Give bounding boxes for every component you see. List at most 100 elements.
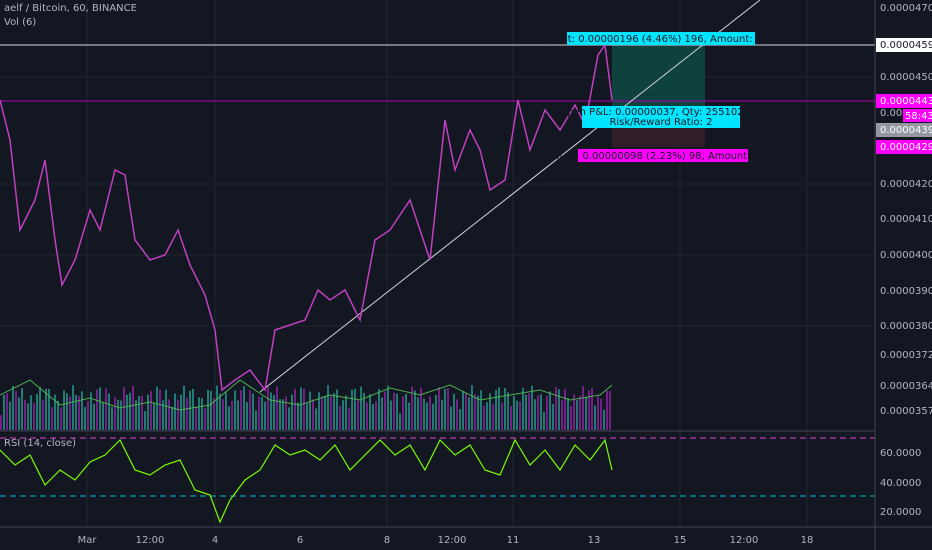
time-label: 12:00 bbox=[136, 535, 165, 546]
volume-bar bbox=[177, 399, 179, 430]
volume-bar bbox=[483, 405, 485, 430]
volume-bar bbox=[543, 411, 545, 430]
volume-bar bbox=[327, 385, 329, 430]
volume-bar bbox=[189, 390, 191, 430]
volume-bar bbox=[216, 385, 218, 430]
volume-bar bbox=[279, 399, 281, 430]
volume-bar bbox=[468, 397, 470, 430]
volume-bar bbox=[597, 396, 599, 430]
volume-bar bbox=[399, 413, 401, 430]
volume-bar bbox=[330, 395, 332, 430]
volume-bar bbox=[339, 406, 341, 430]
pl-label: Open P&L: 0.00000037, Qty: 255102040 bbox=[559, 107, 762, 118]
volume-bar bbox=[561, 400, 563, 430]
volume-bar bbox=[42, 400, 44, 430]
volume-bar bbox=[231, 400, 233, 430]
volume-bar bbox=[198, 397, 200, 430]
volume-bar bbox=[75, 394, 77, 430]
volume-bar bbox=[351, 389, 353, 430]
volume-bar bbox=[264, 401, 266, 430]
volume-bar bbox=[549, 391, 551, 430]
volume-bar bbox=[435, 395, 437, 430]
volume-bar bbox=[234, 390, 236, 430]
volume-bar bbox=[528, 393, 530, 430]
volume-bar bbox=[285, 396, 287, 430]
volume-bar bbox=[465, 393, 467, 430]
volume-bar bbox=[486, 402, 488, 430]
ratio-label: Risk/Reward Ratio: 2 bbox=[609, 117, 712, 128]
volume-bar bbox=[360, 386, 362, 430]
time-label: 11 bbox=[507, 535, 520, 546]
volume-bar bbox=[18, 397, 20, 430]
time-label: 12:00 bbox=[730, 535, 759, 546]
countdown: 58:43 bbox=[905, 111, 932, 122]
volume-bar bbox=[132, 386, 134, 430]
volume-bar bbox=[606, 390, 608, 430]
price-label: 0.00004396 bbox=[880, 125, 932, 136]
volume-bar bbox=[9, 401, 11, 430]
volume-bar bbox=[579, 395, 581, 430]
volume-bar bbox=[405, 393, 407, 430]
volume-bar bbox=[168, 399, 170, 430]
volume-bar bbox=[108, 393, 110, 430]
rsi-axis-label: 40.0000 bbox=[880, 478, 921, 489]
volume-bar bbox=[534, 399, 536, 430]
volume-bar bbox=[183, 385, 185, 430]
volume-bar bbox=[219, 393, 221, 430]
volume-bar bbox=[432, 403, 434, 430]
volume-bar bbox=[12, 386, 14, 430]
volume-bar bbox=[324, 395, 326, 430]
volume-bars bbox=[0, 385, 611, 430]
volume-bar bbox=[495, 390, 497, 430]
volume-bar bbox=[96, 389, 98, 430]
volume-bar bbox=[258, 396, 260, 430]
volume-bar bbox=[165, 389, 167, 430]
volume-bar bbox=[480, 390, 482, 430]
volume-bar bbox=[138, 396, 140, 430]
time-label: 4 bbox=[212, 535, 218, 546]
volume-bar bbox=[222, 399, 224, 430]
volume-bar bbox=[147, 394, 149, 430]
volume-bar bbox=[39, 386, 41, 430]
volume-bar bbox=[423, 398, 425, 430]
pl-box bbox=[582, 106, 740, 128]
volume-bar bbox=[225, 392, 227, 430]
volume-bar bbox=[345, 395, 347, 430]
volume-bar bbox=[507, 392, 509, 430]
volume-bar bbox=[309, 391, 311, 430]
volume-bar bbox=[171, 406, 173, 430]
volume-bar bbox=[288, 407, 290, 430]
volume-bar bbox=[366, 402, 368, 430]
volume-bar bbox=[336, 389, 338, 430]
rsi-label: RSI (14, close) bbox=[4, 438, 76, 449]
volume-bar bbox=[240, 390, 242, 430]
volume-bar bbox=[0, 415, 2, 430]
volume-bar bbox=[555, 386, 557, 430]
volume-bar bbox=[135, 400, 137, 430]
volume-bar bbox=[126, 394, 128, 430]
volume-bar bbox=[357, 400, 359, 430]
volume-bar bbox=[192, 388, 194, 430]
price-tag bbox=[876, 123, 932, 137]
volume-bar bbox=[510, 406, 512, 430]
volume-bar bbox=[558, 389, 560, 430]
volume-bar bbox=[573, 394, 575, 430]
volume-bar bbox=[81, 391, 83, 430]
volume-bar bbox=[564, 388, 566, 430]
volume-bar bbox=[585, 397, 587, 430]
volume-bar bbox=[54, 394, 56, 430]
volume-bar bbox=[273, 394, 275, 430]
volume-bar bbox=[186, 397, 188, 430]
volume-bar bbox=[462, 391, 464, 430]
volume-label: Vol (6) bbox=[4, 17, 36, 28]
volume-average bbox=[0, 379, 613, 411]
volume-bar bbox=[150, 390, 152, 430]
time-label: 13 bbox=[588, 535, 601, 546]
volume-bar bbox=[63, 390, 65, 430]
volume-bar bbox=[525, 394, 527, 430]
volume-bar bbox=[594, 405, 596, 430]
volume-bar bbox=[312, 399, 314, 430]
